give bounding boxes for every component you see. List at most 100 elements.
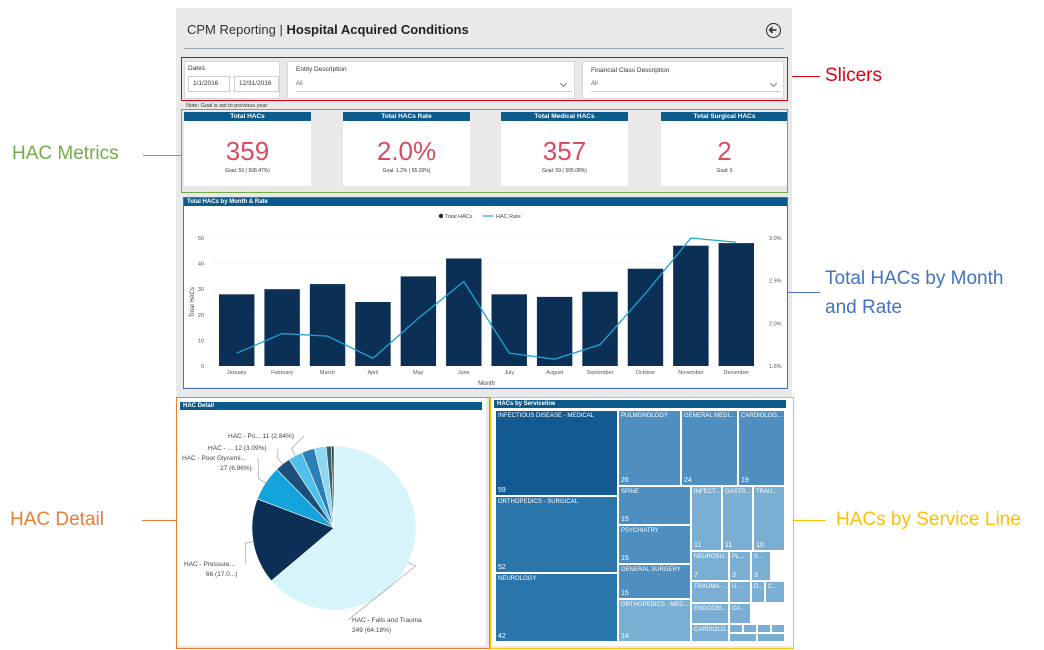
treemap-tile-value: 15 [621, 516, 629, 523]
x-axis-title: Month [478, 381, 495, 387]
pie-leader-line [347, 562, 417, 621]
back-arrow-icon[interactable] [766, 23, 781, 38]
treemap-tile-label: GENERAL MEDI... [684, 413, 735, 419]
treemap-tile-value: 15 [621, 590, 629, 597]
treemap-tile[interactable]: PULMONOLOGY 26 [618, 410, 681, 486]
detail-annotation: HAC Detail [10, 509, 104, 530]
pie-label-value: 27 (6.96%) [220, 465, 252, 472]
y2-tick-label: 1.5% [769, 364, 782, 370]
financial-class-slicer[interactable]: Financial Class Description All [582, 61, 784, 99]
bar [355, 302, 391, 366]
treemap-tile[interactable]: PL... 3 [729, 551, 751, 581]
entity-dropdown-value[interactable]: All [296, 81, 303, 87]
treemap-tile[interactable]: GENERAL MEDI... 24 [681, 410, 738, 486]
treemap-tile-value: 42 [498, 633, 506, 640]
treemap-tile[interactable]: U... [729, 581, 751, 603]
month-chart-panel: Total HACs by Month & Rate 0 10 20 30 40 50 1.… [184, 198, 787, 387]
treemap-tile-label: U... [732, 584, 742, 590]
treemap-small-tile[interactable] [743, 624, 757, 633]
treemap-tile[interactable]: NEUROLOGY 42 [495, 573, 618, 642]
treemap-tile[interactable]: CARDIOLOG... 19 [738, 410, 785, 486]
y-tick-label: 30 [198, 287, 204, 293]
slicers-highlight-box [181, 57, 788, 101]
bar [582, 291, 618, 366]
header-divider [184, 48, 784, 49]
treemap-tile-label: D... [754, 584, 764, 590]
end-date-input[interactable]: 12/31/2016 [234, 76, 279, 92]
treemap-tile-label: INFECTIOUS DISEASE - MEDICAL [498, 413, 595, 419]
hac-detail-panel: HAC Detail HAC - Po... 11 (2.84%) HAC - .… [176, 398, 486, 646]
kpi-title: Total Medical HACs [501, 112, 628, 121]
treemap-tile[interactable]: GENERAL SURGERY 15 [618, 564, 691, 599]
pie-slice [251, 498, 335, 582]
pie-slice [331, 445, 335, 529]
entity-label: Entity Description [296, 66, 347, 73]
treemap-small-tile[interactable] [757, 624, 771, 633]
treemap-tile-label: INFECT... [694, 489, 721, 495]
serviceline-annotation: HACs by Service Line [836, 509, 1021, 530]
treemap-tile[interactable]: NEUROSU... 7 [691, 551, 729, 581]
treemap-small-tile[interactable] [757, 633, 785, 642]
treemap-tile-label: ORTHOPEDICS - SURGICAL [498, 499, 578, 505]
kpi-total-hacs: Total HACs 359 Goal: 59 ( 508.47%) [184, 112, 311, 186]
treemap-tile[interactable]: C... [765, 581, 785, 603]
treemap-tile[interactable]: ORTHOPEDICS - MED... 14 [618, 599, 691, 642]
treemap-tile-value: 3 [754, 572, 758, 579]
pie-leader-line [257, 457, 266, 484]
kpi-title: Total HACs Rate [343, 112, 470, 121]
bar [718, 243, 755, 366]
serviceline-highlight-box [490, 397, 794, 649]
treemap-tile[interactable]: ENDOCRI... [691, 603, 729, 624]
treemap-tile[interactable]: D... [751, 581, 765, 603]
legend-line-label: HAC Rate [496, 214, 521, 220]
x-tick-label: January [227, 370, 247, 376]
pie-label-value: 66 (17.0...) [206, 571, 237, 578]
treemap-tile-label: PULMONOLOGY [621, 413, 669, 419]
start-date-input[interactable]: 1/1/2016 [188, 76, 230, 92]
treemap-tile[interactable]: PSYCHIATRY 15 [618, 525, 691, 564]
x-tick-label: March [320, 370, 335, 376]
treemap-tile-label: CA... [732, 606, 746, 612]
treemap-tile[interactable]: CA... [729, 603, 751, 624]
pie-leader-line [244, 541, 254, 565]
treemap-tile[interactable]: CARDIOLO... [691, 624, 729, 642]
bar [309, 284, 346, 366]
pie-label-value: 249 (64.18%) [352, 627, 391, 634]
slicers-callout-line [792, 76, 820, 77]
serviceline-callout-line [794, 520, 826, 521]
bar [627, 268, 664, 366]
treemap-tile-label: GASTR... [725, 489, 751, 495]
pie-label: HAC - ... 12 (3.09%) [208, 445, 267, 452]
x-tick-label: February [271, 370, 293, 376]
treemap-tile-label: ORTHOPEDICS - MED... [621, 602, 689, 608]
treemap-tile[interactable]: TRAU... 10 [753, 486, 785, 551]
treemap-tile[interactable]: ORTHOPEDICS - SURGICAL 52 [495, 496, 618, 573]
treemap-tile[interactable]: GASTR... 11 [722, 486, 753, 551]
bar [218, 294, 255, 366]
treemap-tile-value: 24 [684, 477, 692, 484]
kpi-title: Total Surgical HACs [661, 112, 788, 121]
treemap-small-tile[interactable] [729, 624, 743, 633]
treemap-tile-label: PSYCHIATRY [621, 528, 659, 534]
treemap-tile[interactable]: SPINE 15 [618, 486, 691, 525]
financial-class-dropdown-value[interactable]: All [591, 81, 598, 87]
treemap-tile[interactable]: INFECTIOUS DISEASE - MEDICAL 59 [495, 410, 618, 496]
kpi-total-medical-hacs: Total Medical HACs 357 Goal: 59 ( 505.08… [501, 112, 628, 186]
treemap-tile[interactable]: S... 3 [751, 551, 771, 581]
treemap-small-tile[interactable] [771, 624, 785, 633]
x-tick-label: June [458, 370, 470, 376]
treemap-tile[interactable]: TRAUMA - ... [691, 581, 729, 603]
month-callout-line [788, 292, 820, 293]
kpi-goal: Goal: 59 ( 508.47%) [225, 168, 270, 174]
treemap-small-tile[interactable] [729, 633, 757, 642]
x-tick-label: August [546, 370, 564, 376]
treemap-tile[interactable]: INFECT... 11 [691, 486, 722, 551]
treemap-tile-label: GENERAL SURGERY [621, 567, 681, 573]
report-header: CPM Reporting | Hospital Acquired Condit… [176, 8, 792, 50]
entity-slicer[interactable]: Entity Description All [287, 61, 575, 99]
kpi-total-hacs-rate: Total HACs Rate 2.0% Goal: 1.2% ( 65.26%… [343, 112, 470, 186]
legend-bar-marker [438, 213, 444, 219]
y-tick-label: 10 [198, 338, 204, 344]
metrics-highlight-box [181, 109, 788, 193]
legend-bar-label: Total HACs [445, 214, 473, 220]
